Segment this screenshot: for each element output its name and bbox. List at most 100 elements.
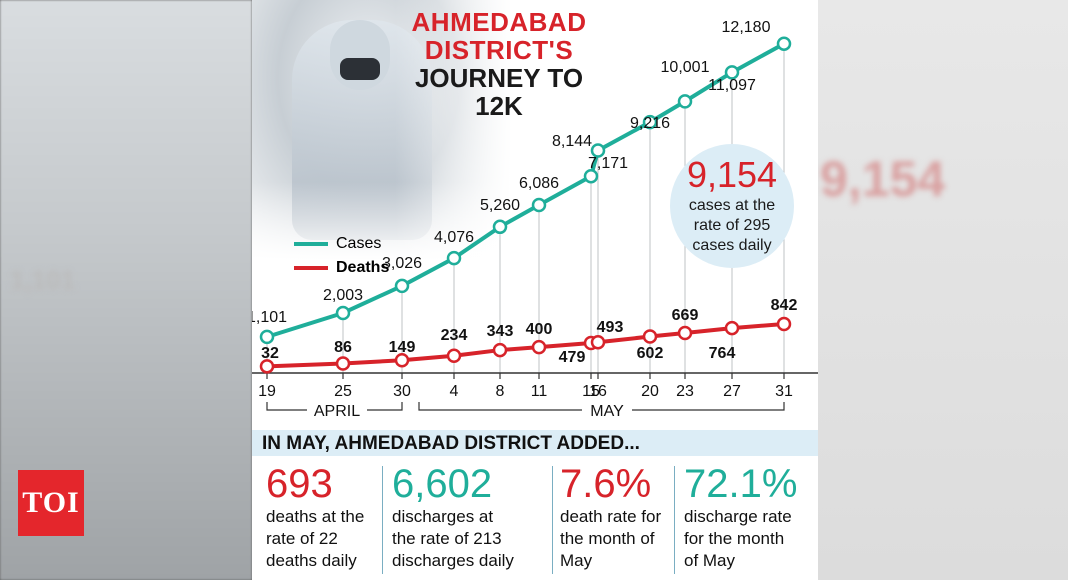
deaths-data-label: 764 [709, 345, 736, 362]
background-right-blur [818, 0, 1068, 580]
cases-point [677, 94, 693, 109]
health-worker-photo [252, 0, 512, 260]
summary-header-text: IN MAY, AHMEDABAD DISTRICT ADDED... [262, 433, 640, 454]
deaths-data-label: 234 [441, 327, 468, 344]
title-line-2: JOURNEY TO 12K [414, 63, 584, 121]
stat-desc: discharges at [392, 507, 494, 526]
month-label-may: MAY [590, 403, 624, 420]
cases-point [724, 65, 740, 80]
cases-point [394, 278, 410, 294]
deaths-data-label: 149 [389, 339, 416, 356]
deaths-data-label: 400 [526, 321, 553, 338]
deaths-point [531, 339, 547, 355]
stat-deaths: 693 deaths at the rate of 22 deaths dail… [266, 462, 396, 572]
stat-desc: May [560, 551, 593, 570]
toi-logo: TOI [18, 470, 84, 536]
stat-value: 6,602 [392, 462, 493, 506]
callout-line-3: cases daily [692, 237, 772, 254]
stat-desc: the rate of 213 [392, 529, 502, 548]
callout-line-1: cases at the [688, 197, 776, 214]
deaths-point [446, 348, 462, 364]
cases-data-label: 3,026 [382, 255, 422, 272]
chart-title: AHMEDABAD DISTRICT'S JOURNEY TO 12K [404, 8, 594, 120]
callout-line-2: rate of 295 [693, 217, 771, 234]
stat-desc: discharges daily [392, 551, 514, 570]
cases-data-label: 11,097 [708, 77, 756, 94]
cases-point [335, 305, 351, 321]
deaths-point [492, 342, 508, 358]
cases-data-label: 12,180 [722, 19, 771, 36]
x-tick-label: 15 [582, 383, 600, 400]
cases-data-label: 2,003 [323, 287, 363, 304]
deaths-point [776, 316, 792, 332]
cases-point [590, 143, 606, 158]
deaths-data-label: 32 [261, 345, 279, 362]
deaths-point [590, 334, 606, 350]
deaths-data-label: 343 [487, 323, 514, 340]
callout-number: 9,154 [686, 154, 778, 195]
stat-desc: deaths at the [266, 507, 365, 526]
deaths-data-label: 669 [672, 307, 699, 324]
divider [382, 466, 383, 574]
stat-discharge-rate: 72.1% discharge rate for the month of Ma… [684, 462, 814, 572]
legend-item-deaths: Deaths [294, 256, 389, 280]
month-label-april: APRIL [314, 403, 360, 420]
month-bracket [266, 402, 403, 411]
x-tick-label: 20 [641, 383, 659, 400]
legend-item-cases: Cases [294, 232, 389, 256]
stat-desc: the month of [560, 529, 655, 548]
deaths-data-label: 842 [771, 297, 798, 314]
x-tick-label: 31 [775, 383, 793, 400]
title-line-1: AHMEDABAD DISTRICT'S [411, 7, 587, 65]
divider [552, 466, 553, 574]
stat-death-rate: 7.6% death rate for the month of May [560, 462, 690, 572]
cases-data-label: 4,076 [434, 229, 474, 246]
x-tick-label: 4 [450, 383, 459, 400]
x-tick-label: 27 [723, 383, 741, 400]
deaths-point [677, 325, 693, 341]
stat-value: 693 [266, 462, 333, 506]
cases-data-label: 5,260 [480, 197, 520, 214]
stat-desc: for the month [684, 529, 785, 548]
deaths-point [335, 356, 351, 371]
stat-desc: of May [684, 551, 736, 570]
summary-header: IN MAY, AHMEDABAD DISTRICT ADDED... [252, 430, 818, 456]
cases-point [492, 219, 508, 235]
stat-desc: deaths daily [266, 551, 357, 570]
x-tick-label: 16 [589, 383, 607, 400]
deaths-point [259, 359, 275, 374]
deaths-data-label: 479 [559, 349, 586, 366]
deaths-point [724, 320, 740, 336]
x-tick-label: 19 [258, 383, 276, 400]
cases-data-label: 9,216 [630, 115, 670, 132]
stat-desc: rate of 22 [266, 529, 338, 548]
deaths-data-label: 602 [637, 345, 664, 362]
legend: Cases Deaths [294, 232, 389, 280]
stat-desc: death rate for [560, 507, 662, 526]
x-tick-label: 11 [531, 383, 548, 400]
cases-point [642, 114, 658, 130]
cases-point [446, 250, 462, 266]
cases-data-label: 8,144 [552, 133, 592, 150]
cases-data-label: 10,001 [661, 59, 710, 76]
background-blurred-number: 9,154 [820, 151, 946, 207]
deaths-data-label: 86 [334, 339, 352, 356]
month-bracket [418, 402, 785, 411]
cases-point [583, 168, 599, 184]
stat-value: 72.1% [684, 462, 798, 506]
legend-label-cases: Cases [336, 235, 382, 252]
x-tick-label: 25 [334, 383, 352, 400]
divider [674, 466, 675, 574]
cases-point [531, 197, 547, 213]
legend-label-deaths: Deaths [336, 259, 390, 276]
deaths-line [266, 322, 785, 369]
x-tick-label: 23 [676, 383, 694, 400]
cases-data-label: 6,086 [519, 175, 559, 192]
deaths-point [642, 329, 658, 344]
cases-line [266, 41, 785, 339]
cases-point [259, 329, 275, 345]
cases-callout: 9,154 cases at the rate of 295 cases dai… [670, 144, 794, 268]
stat-discharges: 6,602 discharges at the rate of 213 disc… [392, 462, 522, 572]
stat-value: 7.6% [560, 462, 652, 506]
